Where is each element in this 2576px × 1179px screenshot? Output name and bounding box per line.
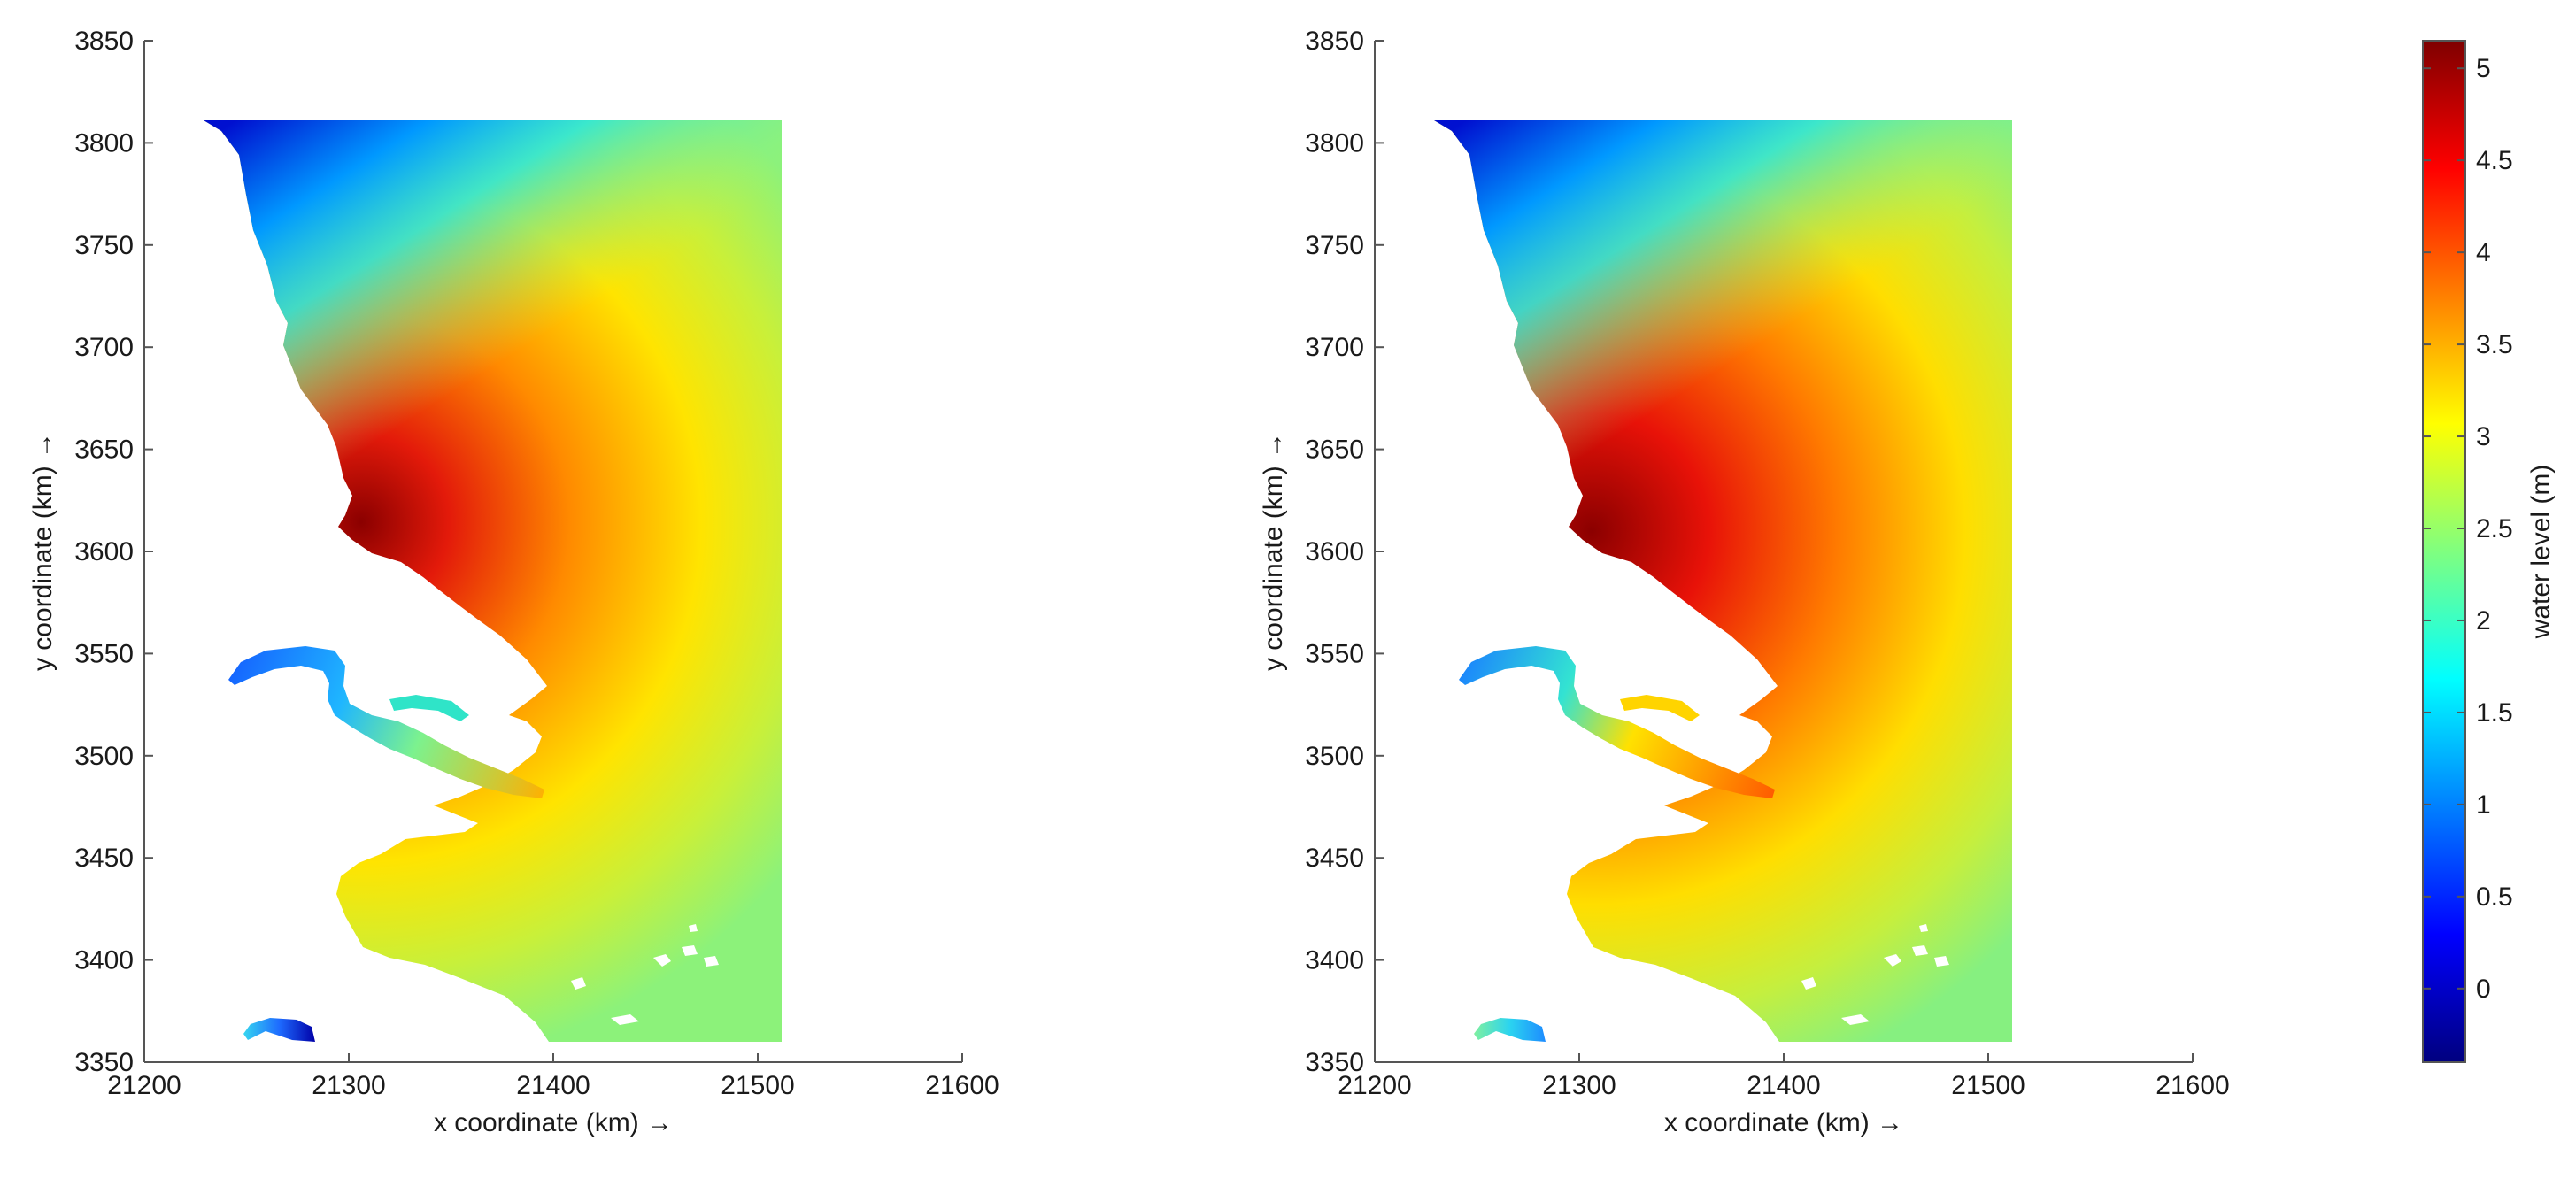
river-channel-right (1459, 646, 1775, 798)
x-tick-label: 21400 (1747, 1071, 1820, 1100)
colorbar: 0 0.5 1 1.5 2 2.5 3 3.5 4 4.5 5 water level (m) (2422, 40, 2556, 1063)
river-channel-left (228, 646, 544, 798)
colorbar-tick-label: 1 (2476, 790, 2491, 820)
colorbar-label: water level (m) (2526, 465, 2556, 640)
y-tick-label: 3350 (1305, 1048, 1364, 1077)
y-tick-label: 3500 (74, 742, 134, 771)
x-tick-label: 21300 (312, 1071, 385, 1100)
x-tick-label: 21300 (1542, 1071, 1616, 1100)
water-level-field-left (204, 120, 782, 1042)
water-level-field-right (1434, 120, 2012, 1042)
y-tick-label: 3650 (1305, 435, 1364, 465)
y-tick-label: 3550 (1305, 639, 1364, 668)
x-tick-label: 21600 (925, 1071, 999, 1100)
colorbar-tick-label: 2.5 (2476, 514, 2513, 543)
y-tick-label: 3450 (74, 844, 134, 873)
colorbar-tick-label: 0 (2476, 975, 2491, 1004)
y-tick-label: 3450 (1305, 844, 1364, 873)
y-tick-label: 3700 (74, 333, 134, 362)
colorbar-tick-label: 1.5 (2476, 698, 2513, 728)
y-tick-label: 3850 (74, 27, 134, 56)
colorbar-tick-label: 0.5 (2476, 882, 2513, 912)
y-tick-label: 3600 (1305, 537, 1364, 566)
x-axis-label-right: x coordinate (km) → (1664, 1108, 1903, 1137)
river-branch-left (389, 695, 469, 721)
x-tick-label: 21200 (107, 1071, 181, 1100)
y-tick-label: 3750 (74, 231, 134, 260)
colorbar-tick-label: 3.5 (2476, 330, 2513, 359)
x-axis-label-left: x coordinate (km) → (434, 1108, 673, 1137)
creek-south-right (1474, 1018, 1546, 1042)
x-tick-label: 21400 (516, 1071, 590, 1100)
y-tick-label: 3400 (1305, 946, 1364, 975)
river-branch-right (1620, 695, 1700, 721)
y-tick-label: 3600 (74, 537, 134, 566)
y-tick-label: 3350 (74, 1048, 134, 1077)
colorbar-tick-label: 3 (2476, 422, 2491, 451)
y-tick-label: 3750 (1305, 231, 1364, 260)
axes-left: 21200 21300 21400 21500 21600 3350 3400 3450 350… (28, 27, 999, 1137)
islands-left (571, 924, 719, 1025)
colorbar-tick-label: 4 (2476, 238, 2491, 267)
north-gradient-right (1434, 120, 2012, 1042)
y-axis-label-left: y coordinate (km) → (28, 432, 58, 671)
x-tick-label: 21200 (1338, 1071, 1411, 1100)
islands-right (1801, 924, 1949, 1025)
x-tick-label: 21600 (2156, 1071, 2229, 1100)
colorbar-tick-label: 5 (2476, 54, 2491, 83)
creek-south-left (243, 1018, 315, 1042)
map-panel-right: 21200 21300 21400 21500 21600 3350 3400 3450 350… (1259, 27, 2230, 1137)
y-tick-label: 3550 (74, 639, 134, 668)
colorbar-tick-label: 2 (2476, 606, 2491, 636)
colorbar-ticks: 0 0.5 1 1.5 2 2.5 3 3.5 4 4.5 5 (2423, 54, 2513, 1004)
map-panel-left: 21200 21300 21400 21500 21600 3350 3400 3450 350… (28, 27, 999, 1137)
x-tick-label: 21500 (1951, 1071, 2025, 1100)
y-tick-label: 3650 (74, 435, 134, 465)
y-tick-label: 3800 (74, 128, 134, 158)
y-axis-label-right: y coordinate (km) → (1259, 432, 1288, 671)
y-tick-label: 3400 (74, 946, 134, 975)
colorbar-tick-label: 4.5 (2476, 146, 2513, 175)
y-tick-label: 3700 (1305, 333, 1364, 362)
y-tick-label: 3850 (1305, 27, 1364, 56)
north-gradient-left (204, 120, 782, 1042)
y-tick-label: 3500 (1305, 742, 1364, 771)
colorbar-gradient (2422, 40, 2466, 1063)
x-tick-label: 21500 (721, 1071, 794, 1100)
y-tick-label: 3800 (1305, 128, 1364, 158)
axes-right: 21200 21300 21400 21500 21600 3350 3400 3450 350… (1259, 27, 2230, 1137)
